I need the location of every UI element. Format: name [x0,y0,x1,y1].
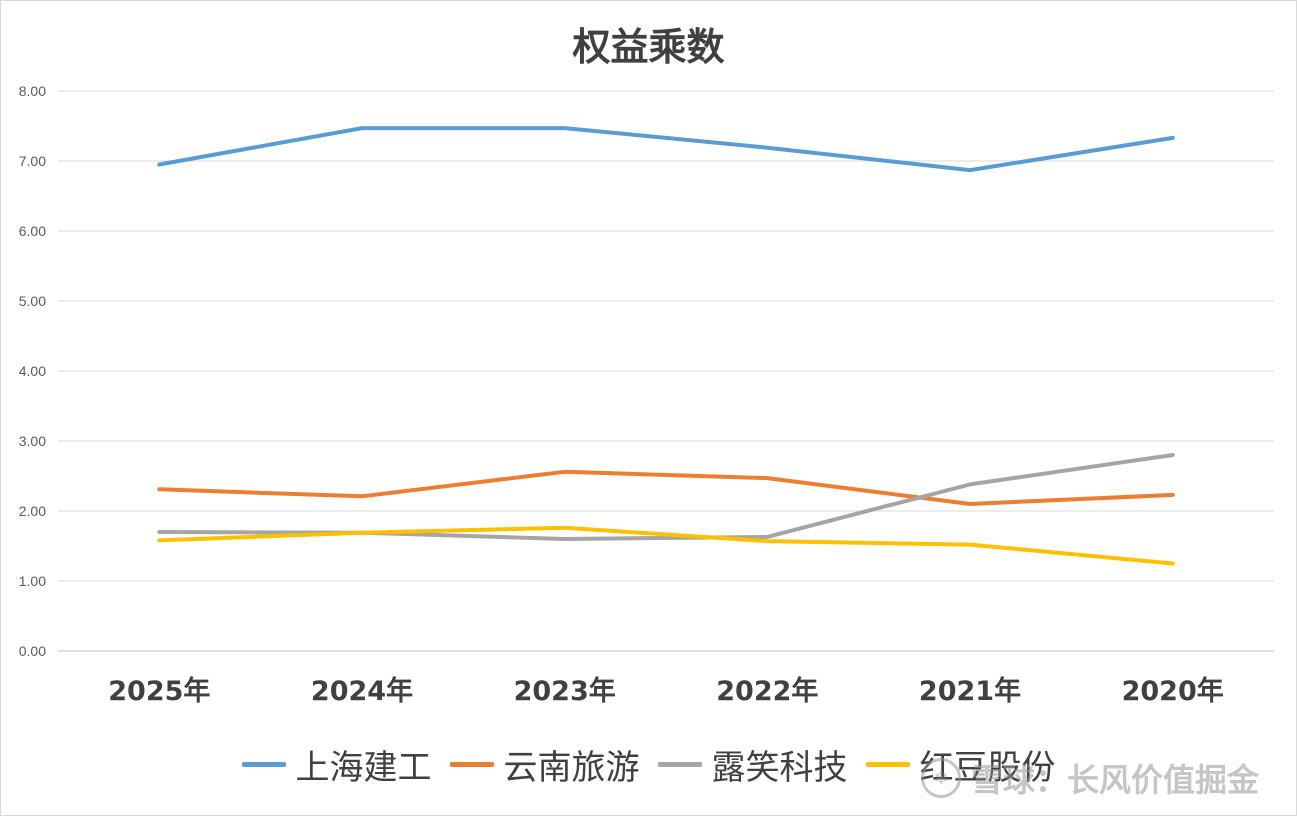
y-tick-label: 5.00 [19,293,46,309]
watermark-text: 雪球：长风价值掘金 [970,761,1259,799]
x-tick-label: 2022年 [716,675,818,707]
y-axis-ticks: 0.00 1.00 2.00 3.00 4.00 5.00 6.00 7.00 8.00 [19,83,46,659]
legend-label: 云南旅游 [503,748,640,788]
legend: 上海建工 云南旅游 露笑科技 红豆股份 [0,740,1297,789]
series-line-1 [157,469,1175,506]
chart-title: 权益乘数 [572,24,725,69]
legend-label: 露笑科技 [711,748,848,788]
legend-item: 露笑科技 [657,740,848,789]
series-line-0 [157,126,1175,173]
x-tick-label: 2024年 [311,675,413,707]
y-tick-label: 1.00 [19,573,46,589]
series-lines [157,126,1175,566]
x-tick-label: 2025年 [108,675,210,707]
legend-item: 上海建工 [241,740,432,789]
y-tick-label: 4.00 [19,363,46,379]
x-tick-label: 2021年 [919,675,1021,707]
series-line-3 [157,525,1175,566]
y-tick-label: 8.00 [19,83,46,99]
series-line-2 [157,453,1175,541]
y-tick-label: 3.00 [19,433,46,449]
legend-swatch [865,762,910,767]
legend-item: 云南旅游 [449,740,640,789]
legend-swatch [657,762,702,767]
snowball-logo-icon: ❄ [920,758,961,798]
y-tick-label: 7.00 [19,153,46,169]
legend-label: 上海建工 [295,748,432,788]
y-tick-label: 6.00 [19,223,46,239]
legend-swatch [449,762,494,767]
y-tick-label: 2.00 [19,503,46,519]
x-tick-label: 2023年 [514,675,616,707]
x-axis-ticks: 2025年 2024年 2023年 2022年 2021年 2020年 [108,675,1223,707]
y-tick-label: 0.00 [19,643,46,659]
gridlines [58,90,1274,652]
watermark: ❄ 雪球：长风价值掘金 [920,755,1259,801]
x-tick-label: 2020年 [1122,675,1224,707]
legend-swatch [241,762,286,767]
